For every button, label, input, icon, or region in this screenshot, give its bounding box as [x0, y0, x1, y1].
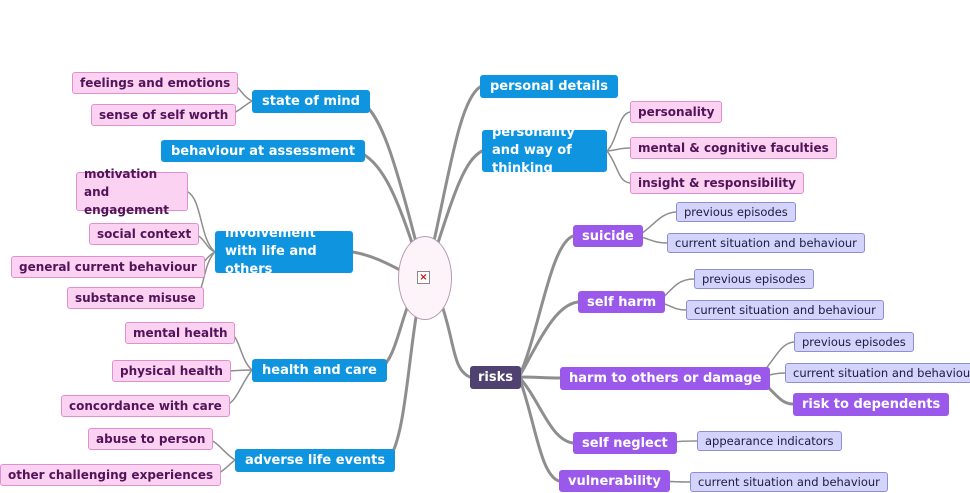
risk-vulnerability[interactable]: vulnerability	[559, 470, 670, 492]
harm-current-situation-and-behaviour[interactable]: current situation and behaviour	[785, 363, 970, 383]
subtopic-insight-and-responsibility[interactable]: insight & responsibility	[630, 172, 804, 194]
subtopic-concordance-with-care[interactable]: concordance with care	[61, 395, 230, 417]
broken-image-icon: ×	[417, 271, 430, 284]
subtopic-physical-health[interactable]: physical health	[112, 360, 231, 382]
central-topic[interactable]: ×	[398, 236, 452, 320]
topic-health-and-care[interactable]: health and care	[252, 359, 387, 382]
subtopic-feelings-and-emotions[interactable]: feelings and emotions	[72, 72, 239, 94]
harm-previous-episodes[interactable]: previous episodes	[794, 332, 914, 352]
self-harm-previous-episodes[interactable]: previous episodes	[694, 269, 814, 289]
subtopic-personality[interactable]: personality	[630, 101, 723, 123]
subtopic-motivation-and-engagement[interactable]: motivation and engagement	[76, 167, 188, 217]
topic-risks[interactable]: risks	[470, 366, 521, 389]
self-harm-current-situation-and-behaviour[interactable]: current situation and behaviour	[686, 300, 884, 320]
subtopic-social-context[interactable]: social context	[89, 223, 200, 245]
subtopic-other-challenging-experiences[interactable]: other challenging experiences	[0, 464, 222, 486]
subtopic-general-current-behaviour[interactable]: general current behaviour	[11, 256, 205, 278]
topic-personal-details[interactable]: personal details	[480, 75, 618, 98]
risk-self-harm[interactable]: self harm	[578, 291, 666, 313]
topic-state-of-mind[interactable]: state of mind	[252, 90, 370, 113]
self-neglect-appearance-indicators[interactable]: appearance indicators	[697, 431, 842, 451]
subtopic-mental-health[interactable]: mental health	[125, 322, 236, 344]
risk-self-neglect[interactable]: self neglect	[573, 432, 677, 454]
subtopic-substance-misuse[interactable]: substance misuse	[67, 287, 204, 309]
risk-harm-to-others-or-damage[interactable]: harm to others or damage	[560, 367, 771, 390]
suicide-current-situation-and-behaviour[interactable]: current situation and behaviour	[667, 233, 865, 253]
topic-involvement-with-life-and-others[interactable]: involvement with life and others	[215, 226, 353, 277]
subtopic-mental-and-cognitive-faculties[interactable]: mental & cognitive faculties	[630, 137, 837, 159]
subtopic-abuse-to-person[interactable]: abuse to person	[88, 428, 214, 450]
topic-personality-and-way-of-thinking[interactable]: personality and way of thinking	[482, 125, 607, 176]
risk-to-dependents[interactable]: risk to dependents	[793, 393, 950, 416]
subtopic-sense-of-self-worth[interactable]: sense of self worth	[91, 104, 237, 126]
topic-adverse-life-events[interactable]: adverse life events	[235, 449, 396, 472]
suicide-previous-episodes[interactable]: previous episodes	[676, 202, 796, 222]
risk-suicide[interactable]: suicide	[573, 225, 643, 247]
topic-behaviour-at-assessment[interactable]: behaviour at assessment	[161, 140, 366, 162]
vulnerability-current-situation-and-behaviour[interactable]: current situation and behaviour	[690, 472, 888, 492]
